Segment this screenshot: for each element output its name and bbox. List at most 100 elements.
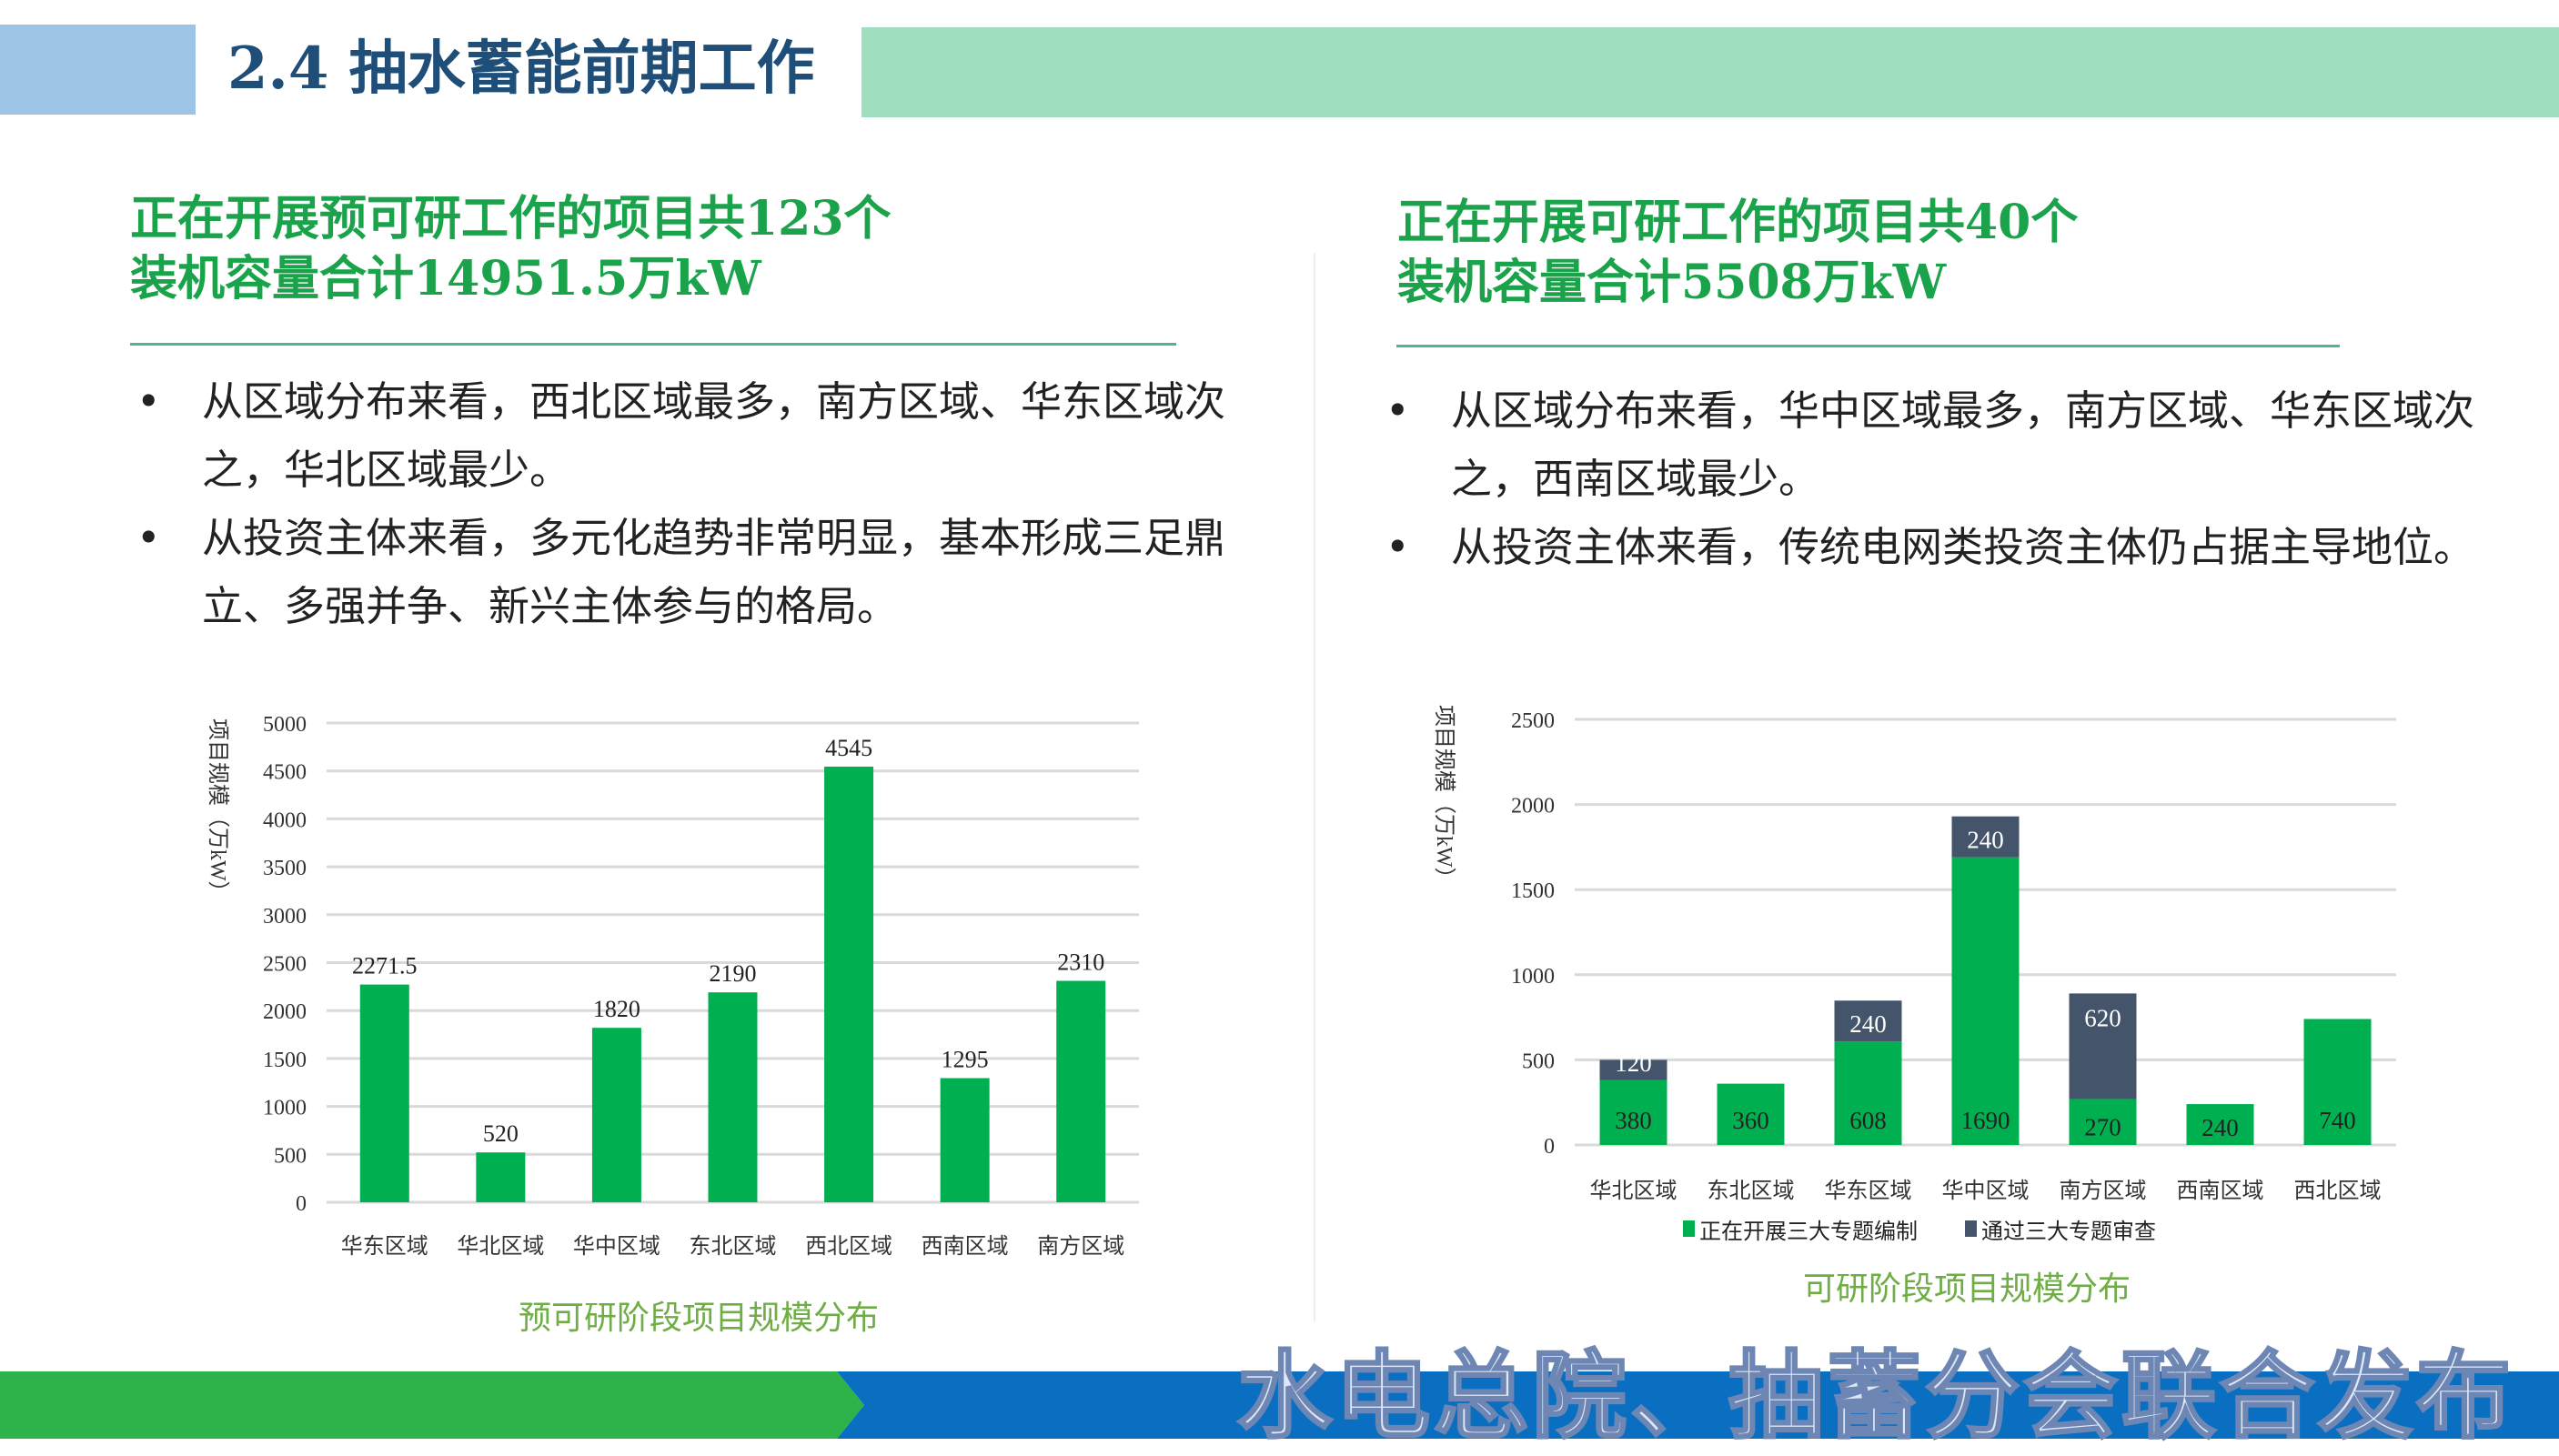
data-label: 1820 xyxy=(593,996,640,1022)
y-tick-label: 1000 xyxy=(1511,965,1555,989)
y-axis-label: 项目规模（万kW） xyxy=(206,718,230,903)
data-label: 2190 xyxy=(710,960,757,987)
bar-segment xyxy=(1951,857,2020,1145)
x-tick-label: 东北区域 xyxy=(1708,1179,1795,1203)
right-heading: 正在开展可研工作的项目共40个 装机容量合计5508万kW xyxy=(1397,193,2078,313)
header-blue-block xyxy=(0,25,196,115)
header-green-bar xyxy=(861,27,2559,117)
right-divider xyxy=(1396,345,2340,347)
legend-label: 正在开展三大专题编制 xyxy=(1699,1220,1918,1244)
x-tick-label: 华中区域 xyxy=(573,1234,660,1259)
data-label: 270 xyxy=(2084,1113,2121,1140)
bar-segment xyxy=(1599,1059,1667,1080)
right-bullets: • 从区域分布来看，华中区域最多，南方区域、华东区域次之，西南区域最少。 • 从投资… xyxy=(1385,377,2477,581)
x-tick-label: 华东区域 xyxy=(341,1234,428,1259)
bar-segment xyxy=(2186,1104,2254,1145)
x-tick-label: 西南区域 xyxy=(922,1234,1009,1259)
bullet-text: 从区域分布来看，华中区域最多，南方区域、华东区域次之，西南区域最少。 xyxy=(1451,387,2475,503)
left-heading-line: 装机容量合计14951.5万kW xyxy=(130,251,761,306)
bar xyxy=(476,1152,526,1202)
bullet-item: • 从区域分布来看，西北区域最多，南方区域、华东区域次之，华北区域最少。 xyxy=(136,367,1228,504)
footer-blue-band xyxy=(837,1371,2559,1439)
bar xyxy=(1056,980,1106,1202)
left-heading-line: 正在开展预可研工作的项目共123个 xyxy=(130,191,892,246)
bullet-icon: • xyxy=(1385,387,1410,435)
y-tick-label: 1500 xyxy=(1511,879,1555,903)
bar xyxy=(591,1028,641,1202)
bar-segment xyxy=(1951,816,2020,858)
data-label: 380 xyxy=(1615,1107,1652,1134)
y-axis-label: 项目规模（万kW） xyxy=(1432,705,1456,889)
data-label: 740 xyxy=(2319,1107,2356,1134)
y-tick-label: 2500 xyxy=(1511,709,1555,733)
bar xyxy=(708,992,758,1202)
x-tick-label: 西南区域 xyxy=(2177,1179,2264,1203)
bar xyxy=(940,1078,990,1202)
bar-segment xyxy=(2069,1099,2137,1145)
y-tick-label: 2500 xyxy=(263,953,307,977)
y-tick-label: 500 xyxy=(274,1144,307,1168)
y-tick-label: 0 xyxy=(296,1192,307,1216)
data-label: 1295 xyxy=(942,1047,989,1073)
bar xyxy=(824,766,874,1202)
bullet-icon: • xyxy=(136,377,161,426)
bullet-text: 从区域分布来看，西北区域最多，南方区域、华东区域次之，华北区域最少。 xyxy=(202,377,1226,494)
data-label: 2310 xyxy=(1057,949,1104,976)
bullet-text: 从投资主体来看，多元化趋势非常明显，基本形成三足鼎立、多强并争、新兴主体参与的格… xyxy=(202,514,1226,630)
left-bullets: • 从区域分布来看，西北区域最多，南方区域、华东区域次之，华北区域最少。 • 从投资… xyxy=(136,367,1228,640)
y-tick-label: 4500 xyxy=(263,761,307,785)
data-label: 520 xyxy=(483,1120,519,1147)
y-tick-label: 1500 xyxy=(263,1049,307,1072)
y-tick-label: 3500 xyxy=(263,857,307,880)
x-tick-label: 西北区域 xyxy=(805,1234,892,1259)
data-label: 4545 xyxy=(825,735,872,761)
x-tick-label: 南方区域 xyxy=(1037,1234,1124,1259)
right-heading-line: 正在开展可研工作的项目共40个 xyxy=(1397,195,2079,250)
y-tick-label: 2000 xyxy=(1511,795,1555,818)
left-heading: 正在开展预可研工作的项目共123个 装机容量合计14951.5万kW xyxy=(130,189,892,309)
bullet-item: • 从投资主体来看，传统电网类投资主体仍占据主导地位。 xyxy=(1385,513,2477,581)
data-label: 608 xyxy=(1849,1107,1887,1134)
legend-label: 通过三大专题审查 xyxy=(1981,1220,2156,1244)
column-separator xyxy=(1314,253,1315,1321)
right-heading-line: 装机容量合计5508万kW xyxy=(1397,255,1947,310)
data-label: 1690 xyxy=(1961,1107,2010,1134)
bar xyxy=(359,984,409,1202)
data-label: 120 xyxy=(1615,1049,1652,1077)
bar-segment xyxy=(1834,1041,1902,1145)
x-tick-label: 西北区域 xyxy=(2294,1179,2382,1203)
y-tick-label: 2000 xyxy=(263,1000,307,1024)
bar-segment xyxy=(1599,1079,1667,1145)
left-chart-caption: 预可研阶段项目规模分布 xyxy=(518,1300,880,1337)
bar-segment xyxy=(1717,1083,1785,1145)
data-label: 620 xyxy=(2084,1004,2121,1031)
bullet-text: 从投资主体来看，传统电网类投资主体仍占据主导地位。 xyxy=(1451,523,2475,571)
x-tick-label: 华中区域 xyxy=(1942,1179,2030,1203)
x-tick-label: 华北区域 xyxy=(457,1234,544,1259)
x-tick-label: 东北区域 xyxy=(690,1234,777,1259)
publisher-text: 水电总院、抽蓄分会联合发布 xyxy=(1235,1339,2515,1453)
data-label: 240 xyxy=(1967,827,2004,854)
legend-swatch xyxy=(1965,1220,1977,1237)
bar-segment xyxy=(2069,993,2137,1100)
data-label: 2271.5 xyxy=(352,953,418,979)
y-tick-label: 500 xyxy=(1522,1049,1555,1073)
x-tick-label: 南方区域 xyxy=(2060,1179,2147,1203)
bullet-item: • 从投资主体来看，多元化趋势非常明显，基本形成三足鼎立、多强并争、新兴主体参与的… xyxy=(136,504,1228,640)
y-tick-label: 1000 xyxy=(263,1097,307,1120)
x-tick-label: 华北区域 xyxy=(1590,1179,1677,1203)
bullet-icon: • xyxy=(136,514,161,562)
right-chart-caption: 可研阶段项目规模分布 xyxy=(1802,1270,2131,1308)
data-label: 240 xyxy=(1849,1010,1887,1038)
bullet-icon: • xyxy=(1385,523,1410,571)
data-label: 360 xyxy=(1732,1107,1769,1134)
data-label: 240 xyxy=(2201,1114,2239,1141)
footer-green-band xyxy=(0,1371,864,1439)
page-title: 2.4 抽水蓄能前期工作 xyxy=(227,35,815,103)
y-tick-label: 0 xyxy=(1544,1135,1555,1159)
x-tick-label: 华东区域 xyxy=(1825,1179,1912,1203)
bar-segment xyxy=(1834,1000,1902,1042)
left-divider xyxy=(130,343,1176,346)
bullet-item: • 从区域分布来看，华中区域最多，南方区域、华东区域次之，西南区域最少。 xyxy=(1385,377,2477,513)
